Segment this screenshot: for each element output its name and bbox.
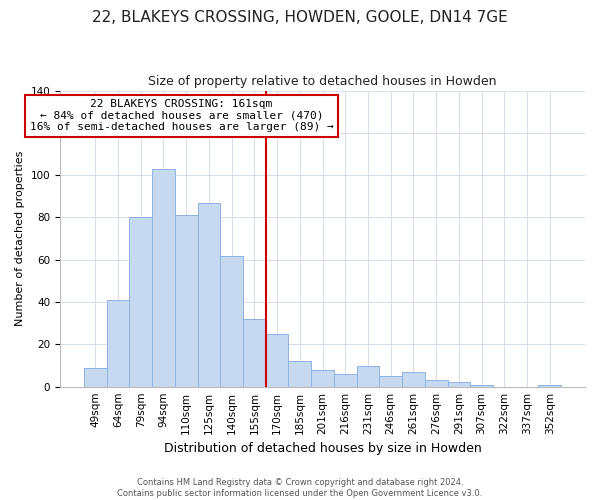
Bar: [425, 380, 448, 386]
Bar: [175, 216, 197, 386]
Bar: [470, 384, 493, 386]
Title: Size of property relative to detached houses in Howden: Size of property relative to detached ho…: [148, 75, 497, 88]
Bar: [243, 319, 266, 386]
Bar: [266, 334, 289, 386]
Bar: [220, 256, 243, 386]
Bar: [402, 372, 425, 386]
Text: 22 BLAKEYS CROSSING: 161sqm
← 84% of detached houses are smaller (470)
16% of se: 22 BLAKEYS CROSSING: 161sqm ← 84% of det…: [30, 99, 334, 132]
Bar: [311, 370, 334, 386]
Bar: [152, 169, 175, 386]
Bar: [379, 376, 402, 386]
Bar: [334, 374, 356, 386]
Bar: [289, 362, 311, 386]
Bar: [197, 202, 220, 386]
Y-axis label: Number of detached properties: Number of detached properties: [15, 151, 25, 326]
Text: 22, BLAKEYS CROSSING, HOWDEN, GOOLE, DN14 7GE: 22, BLAKEYS CROSSING, HOWDEN, GOOLE, DN1…: [92, 10, 508, 25]
Bar: [356, 366, 379, 386]
Text: Contains HM Land Registry data © Crown copyright and database right 2024.
Contai: Contains HM Land Registry data © Crown c…: [118, 478, 482, 498]
Bar: [107, 300, 130, 386]
Bar: [84, 368, 107, 386]
Bar: [448, 382, 470, 386]
Bar: [130, 218, 152, 386]
X-axis label: Distribution of detached houses by size in Howden: Distribution of detached houses by size …: [164, 442, 481, 455]
Bar: [538, 384, 561, 386]
